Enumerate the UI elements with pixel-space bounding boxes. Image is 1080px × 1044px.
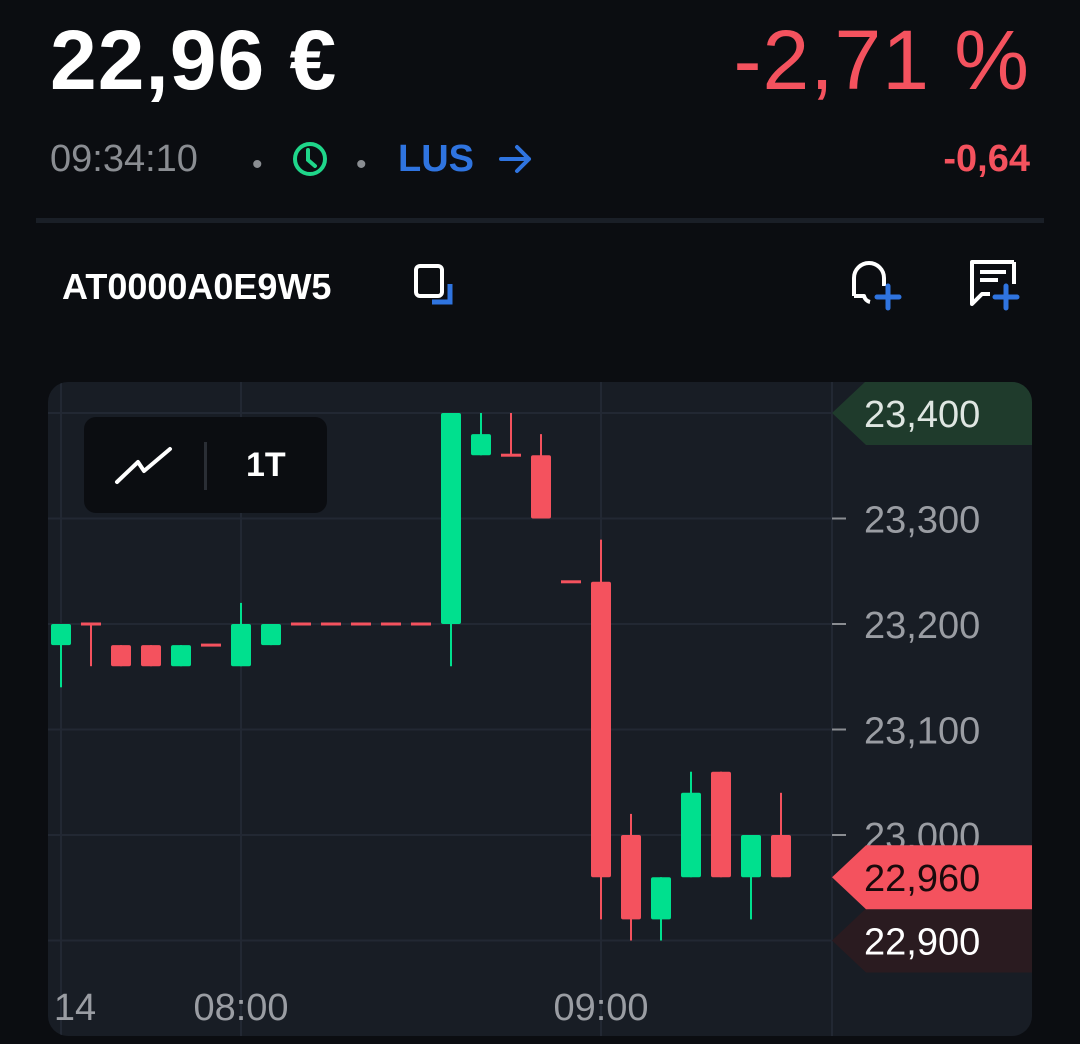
candle	[261, 624, 281, 646]
clock-icon	[293, 142, 327, 176]
copy-icon[interactable]	[412, 262, 456, 308]
candle-body	[111, 645, 131, 667]
candle	[111, 645, 131, 667]
change-absolute: -0,64	[943, 138, 1030, 180]
candle-body	[681, 792, 701, 878]
chart-panel[interactable]: 23,300 23,200 23,100 23,000 14 08:00 09:00 23,4…	[48, 382, 1032, 1036]
candle-body	[471, 434, 491, 456]
candle	[141, 645, 161, 667]
venue-link[interactable]: LUS	[398, 138, 474, 180]
line-chart-icon[interactable]	[112, 444, 178, 488]
high-price-tag: 23,400	[864, 394, 980, 436]
candle	[681, 771, 701, 878]
last-price: 22,96 €	[50, 13, 338, 107]
candle	[471, 413, 491, 456]
candle-body	[441, 413, 461, 624]
candle-body	[651, 877, 671, 920]
candle	[741, 835, 761, 920]
candle	[231, 602, 251, 667]
candle	[321, 622, 341, 626]
candle	[561, 580, 581, 584]
candle-body	[171, 645, 191, 667]
candle	[201, 643, 221, 647]
candle	[81, 622, 101, 667]
toolbar-divider	[204, 442, 207, 490]
candle-body	[261, 624, 281, 646]
change-percent: -2,71 %	[733, 13, 1030, 107]
candle-doji	[561, 580, 581, 584]
candle-body	[231, 624, 251, 667]
candle-doji	[81, 622, 101, 626]
candle	[381, 622, 401, 626]
candle-body	[141, 645, 161, 667]
candle-body	[51, 624, 71, 646]
candle	[771, 792, 791, 878]
candle	[441, 413, 461, 667]
add-alert-icon[interactable]	[848, 258, 904, 312]
candle-body	[771, 835, 791, 878]
candle-doji	[291, 622, 311, 626]
add-note-icon[interactable]	[968, 258, 1024, 312]
candle	[591, 539, 611, 920]
candle-doji	[321, 622, 341, 626]
x-tick-label: 08:00	[193, 987, 288, 1029]
candle	[291, 622, 311, 626]
quote-time: 09:34:10	[50, 138, 198, 180]
candle	[351, 622, 371, 626]
candle	[51, 624, 71, 688]
last-price-tag-background	[832, 845, 1032, 910]
y-tick-label: 23,300	[864, 500, 980, 542]
candle-doji	[201, 643, 221, 647]
low-price-tag-background	[832, 908, 1032, 973]
y-tick-label: 23,200	[864, 605, 980, 647]
candle	[651, 877, 671, 941]
last-price-tag: 22,960	[864, 858, 980, 900]
candle-doji	[501, 453, 521, 457]
candle	[501, 413, 521, 457]
candle	[621, 813, 641, 941]
x-tick-label: 14	[54, 987, 96, 1029]
candle-body	[741, 835, 761, 878]
x-tick-label: 09:00	[553, 987, 648, 1029]
candle	[171, 645, 191, 667]
divider	[36, 218, 1044, 223]
candle-body	[591, 581, 611, 878]
candle	[411, 622, 431, 626]
timeframe-button[interactable]: 1T	[246, 446, 286, 484]
candle	[531, 434, 551, 519]
separator: •	[356, 148, 367, 181]
candle	[711, 771, 731, 878]
candle-doji	[411, 622, 431, 626]
high-price-tag-background	[832, 382, 1032, 445]
low-price-tag: 22,900	[864, 922, 980, 964]
separator: •	[252, 148, 263, 181]
isin-label: AT0000A0E9W5	[62, 266, 332, 307]
candle-doji	[381, 622, 401, 626]
y-tick-label: 23,100	[864, 711, 980, 753]
candle-body	[711, 771, 731, 878]
arrow-right-icon[interactable]	[498, 142, 534, 176]
candle-body	[621, 835, 641, 920]
candle-body	[531, 455, 551, 519]
candle-doji	[351, 622, 371, 626]
